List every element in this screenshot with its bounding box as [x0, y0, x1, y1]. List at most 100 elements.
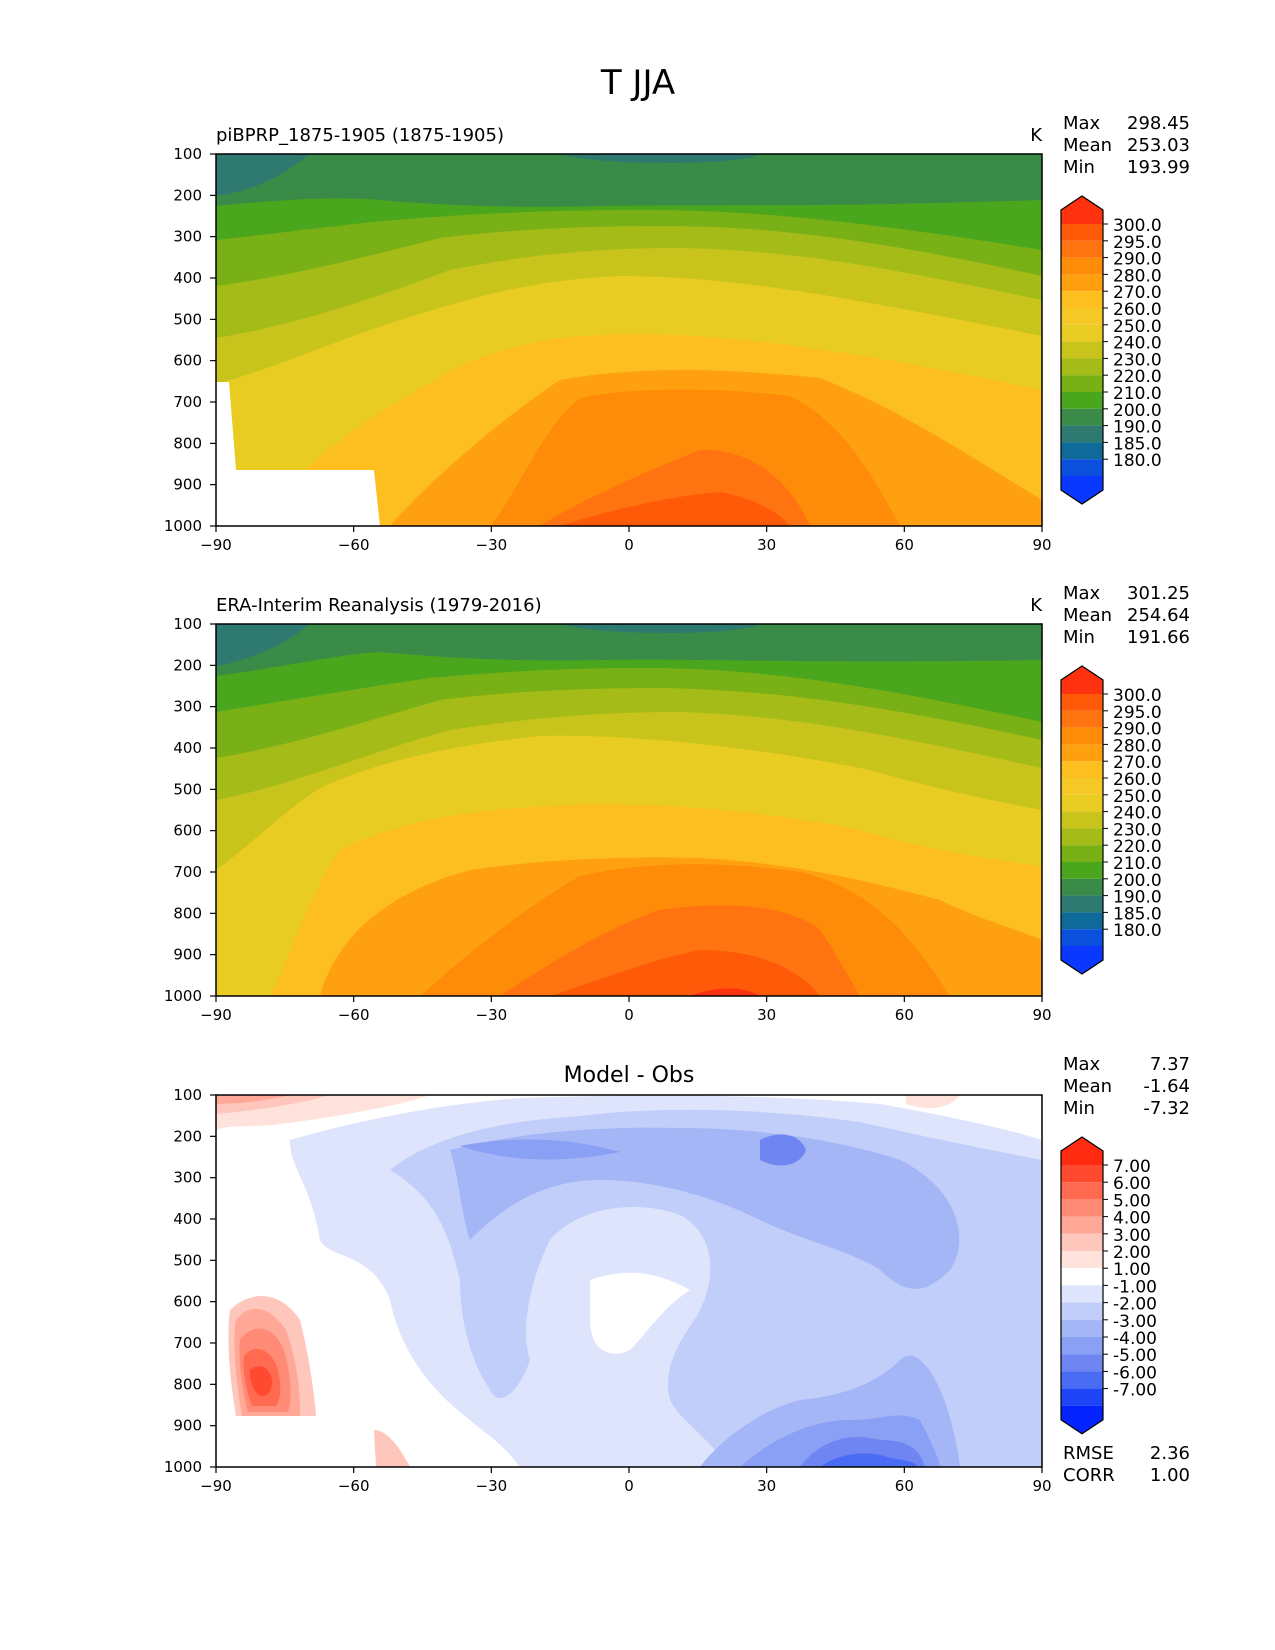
colorbar-label: 270.0 — [1113, 753, 1162, 773]
stat-value: 2.36 — [1150, 1443, 1190, 1464]
contour-band-zero — [590, 1272, 690, 1354]
y-tick-label: 300 — [173, 228, 202, 246]
stats-box: Max 298.45 Mean 253.03 Min 193.99 — [1063, 113, 1190, 178]
y-tick-label: 200 — [173, 1127, 202, 1145]
colorbar-swatch — [1061, 442, 1103, 460]
x-tick-label: −60 — [338, 1477, 370, 1495]
colorbar-label: 2.00 — [1113, 1243, 1151, 1263]
colorbar-label: 190.0 — [1113, 888, 1162, 908]
colorbar-extend-bottom — [1061, 946, 1103, 974]
contour-band-295 — [560, 492, 790, 526]
contour-field-model — [216, 154, 1042, 526]
colorbar-swatch — [1061, 358, 1103, 376]
y-tick-label: 800 — [173, 1375, 202, 1393]
colorbar-swatch — [1061, 811, 1103, 829]
stat-value: -7.32 — [1143, 1098, 1190, 1119]
colorbar-extend-bottom — [1061, 476, 1103, 504]
colorbar-swatch — [1061, 1319, 1103, 1337]
colorbar-label: 230.0 — [1113, 820, 1162, 840]
colorbar-swatch — [1061, 1216, 1103, 1234]
colorbar-swatch — [1061, 308, 1103, 325]
figure-title: T JJA — [600, 63, 675, 103]
colorbar-label: 300.0 — [1113, 216, 1162, 236]
contour-field-diff — [216, 1095, 1042, 1467]
missing-data-region — [216, 382, 380, 526]
colorbar-outline — [1060, 665, 1104, 975]
colorbar-label: 6.00 — [1113, 1174, 1151, 1194]
colorbar-extend-top — [1061, 666, 1103, 694]
colorbar-swatch — [1061, 257, 1103, 275]
panel-model: piBPRP_1875-1905 (1875-1905) K −90 −60 −30… — [164, 113, 1190, 554]
error-stats: RMSE 2.36 CORR 1.00 — [1063, 1443, 1190, 1486]
colorbar-swatch — [1061, 828, 1103, 846]
y-tick-label: 200 — [173, 656, 202, 674]
colorbar-swatch — [1061, 778, 1103, 795]
axes: −90 −60 −30 0 30 60 90 100 200 300 400 500 600 700 800… — [164, 145, 1052, 554]
colorbar-extend-top — [1061, 1137, 1103, 1165]
stat-value: 254.64 — [1127, 605, 1190, 626]
colorbar-swatch — [1061, 895, 1103, 913]
colorbar-label: 270.0 — [1113, 283, 1162, 303]
colorbar-swatch — [1061, 1371, 1103, 1389]
colorbar-swatch — [1061, 1388, 1103, 1406]
colorbar-swatch — [1061, 1251, 1103, 1269]
stat-label: Max — [1063, 1054, 1101, 1075]
stat-label: Min — [1063, 627, 1095, 648]
x-tick-label: −30 — [476, 1477, 508, 1495]
y-tick-label: 700 — [173, 393, 202, 411]
stat-label: Min — [1063, 157, 1095, 178]
contour-band-neg4 — [460, 1139, 620, 1160]
panel-title: ERA-Interim Reanalysis (1979-2016) — [216, 595, 542, 616]
colorbar-label: 300.0 — [1113, 686, 1162, 706]
y-tick-label: 500 — [173, 1251, 202, 1269]
units-label: K — [1030, 125, 1043, 146]
colorbar-swatch — [1061, 341, 1103, 359]
x-tick-label: 30 — [757, 1477, 776, 1495]
colorbar-label: 280.0 — [1113, 266, 1162, 286]
colorbar-swatch — [1061, 291, 1103, 308]
colorbar-swatch — [1061, 425, 1103, 443]
colorbar-swatch — [1061, 710, 1103, 728]
colorbar-label: 200.0 — [1113, 401, 1162, 421]
colorbar-swatch — [1061, 1165, 1103, 1183]
colorbar-swatch — [1061, 1354, 1103, 1372]
y-tick-label: 1000 — [164, 987, 202, 1005]
colorbar-label: 200.0 — [1113, 871, 1162, 891]
colorbar-label: 250.0 — [1113, 787, 1162, 807]
x-tick-label: 60 — [895, 1006, 914, 1024]
colorbar-swatch — [1061, 1182, 1103, 1200]
colorbar-swatch — [1061, 1268, 1103, 1286]
colorbar-label: -2.00 — [1113, 1295, 1157, 1315]
colorbar-swatch — [1061, 459, 1103, 476]
colorbar-label: 290.0 — [1113, 720, 1162, 740]
stat-label: Max — [1063, 113, 1101, 134]
colorbar-swatch — [1061, 744, 1103, 762]
colorbar-swatch — [1061, 794, 1103, 812]
colorbar-label: -1.00 — [1113, 1277, 1157, 1297]
colorbar-swatch — [1061, 912, 1103, 930]
stats-box: Max 7.37 Mean -1.64 Min -7.32 — [1063, 1054, 1190, 1119]
colorbar-label: 280.0 — [1113, 736, 1162, 756]
y-tick-label: 900 — [173, 946, 202, 964]
y-tick-label: 800 — [173, 904, 202, 922]
contour-band-pos1-nh — [906, 1095, 960, 1109]
y-tick-label: 600 — [173, 822, 202, 840]
colorbar-swatch — [1061, 761, 1103, 778]
stat-value: -1.64 — [1143, 1076, 1190, 1097]
panel-title: Model - Obs — [564, 1063, 695, 1088]
x-tick-label: −30 — [476, 536, 508, 554]
panel-obs: ERA-Interim Reanalysis (1979-2016) K −90… — [164, 583, 1190, 1024]
contour-band-190 — [560, 624, 760, 633]
axes: −90 −60 −30 0 30 60 90 100 200 300 400 500 600 700 800… — [164, 1086, 1052, 1495]
colorbar-label: 3.00 — [1113, 1226, 1151, 1246]
colorbar-swatch — [1061, 274, 1103, 292]
colorbar-label: 250.0 — [1113, 317, 1162, 337]
y-tick-label: 1000 — [164, 1458, 202, 1476]
x-tick-label: 0 — [624, 536, 634, 554]
colorbar-label: 220.0 — [1113, 837, 1162, 857]
colorbar-label: 290.0 — [1113, 250, 1162, 270]
contour-band-neg5 — [760, 1134, 806, 1166]
colorbar-label: 260.0 — [1113, 770, 1162, 790]
y-tick-label: 600 — [173, 352, 202, 370]
